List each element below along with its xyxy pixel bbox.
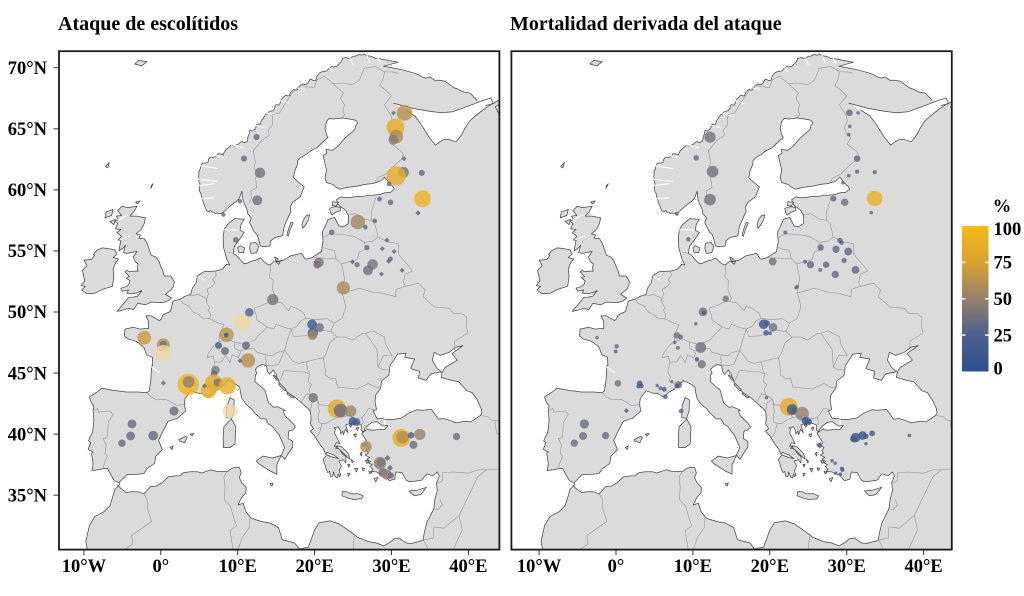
svg-text:45°N: 45°N (8, 364, 48, 384)
svg-text:10°E: 10°E (674, 557, 712, 577)
svg-text:10°W: 10°W (517, 557, 562, 577)
svg-text:65°N: 65°N (8, 120, 48, 140)
svg-text:40°E: 40°E (449, 557, 487, 577)
svg-text:25: 25 (994, 326, 1013, 346)
svg-text:0°: 0° (152, 557, 169, 577)
svg-text:35°N: 35°N (8, 486, 48, 506)
svg-text:10°W: 10°W (62, 557, 107, 577)
svg-text:30°E: 30°E (372, 557, 410, 577)
svg-text:60°N: 60°N (8, 181, 48, 201)
svg-text:20°E: 20°E (751, 557, 789, 577)
svg-text:50: 50 (994, 290, 1013, 310)
svg-text:70°N: 70°N (8, 59, 48, 79)
svg-text:0°: 0° (608, 557, 625, 577)
svg-text:0: 0 (994, 360, 1003, 380)
svg-text:40°N: 40°N (8, 425, 48, 445)
svg-text:%: % (993, 197, 1012, 217)
svg-text:75: 75 (994, 254, 1013, 274)
svg-text:30°E: 30°E (828, 557, 866, 577)
svg-text:100: 100 (994, 220, 1022, 240)
svg-text:Mortalidad derivada del ataque: Mortalidad derivada del ataque (510, 13, 782, 35)
svg-text:20°E: 20°E (295, 557, 333, 577)
svg-text:10°E: 10°E (219, 557, 257, 577)
svg-text:55°N: 55°N (8, 242, 48, 262)
svg-text:Ataque de escolítidos: Ataque de escolítidos (58, 13, 238, 35)
svg-text:50°N: 50°N (8, 303, 48, 323)
svg-text:40°E: 40°E (904, 557, 942, 577)
